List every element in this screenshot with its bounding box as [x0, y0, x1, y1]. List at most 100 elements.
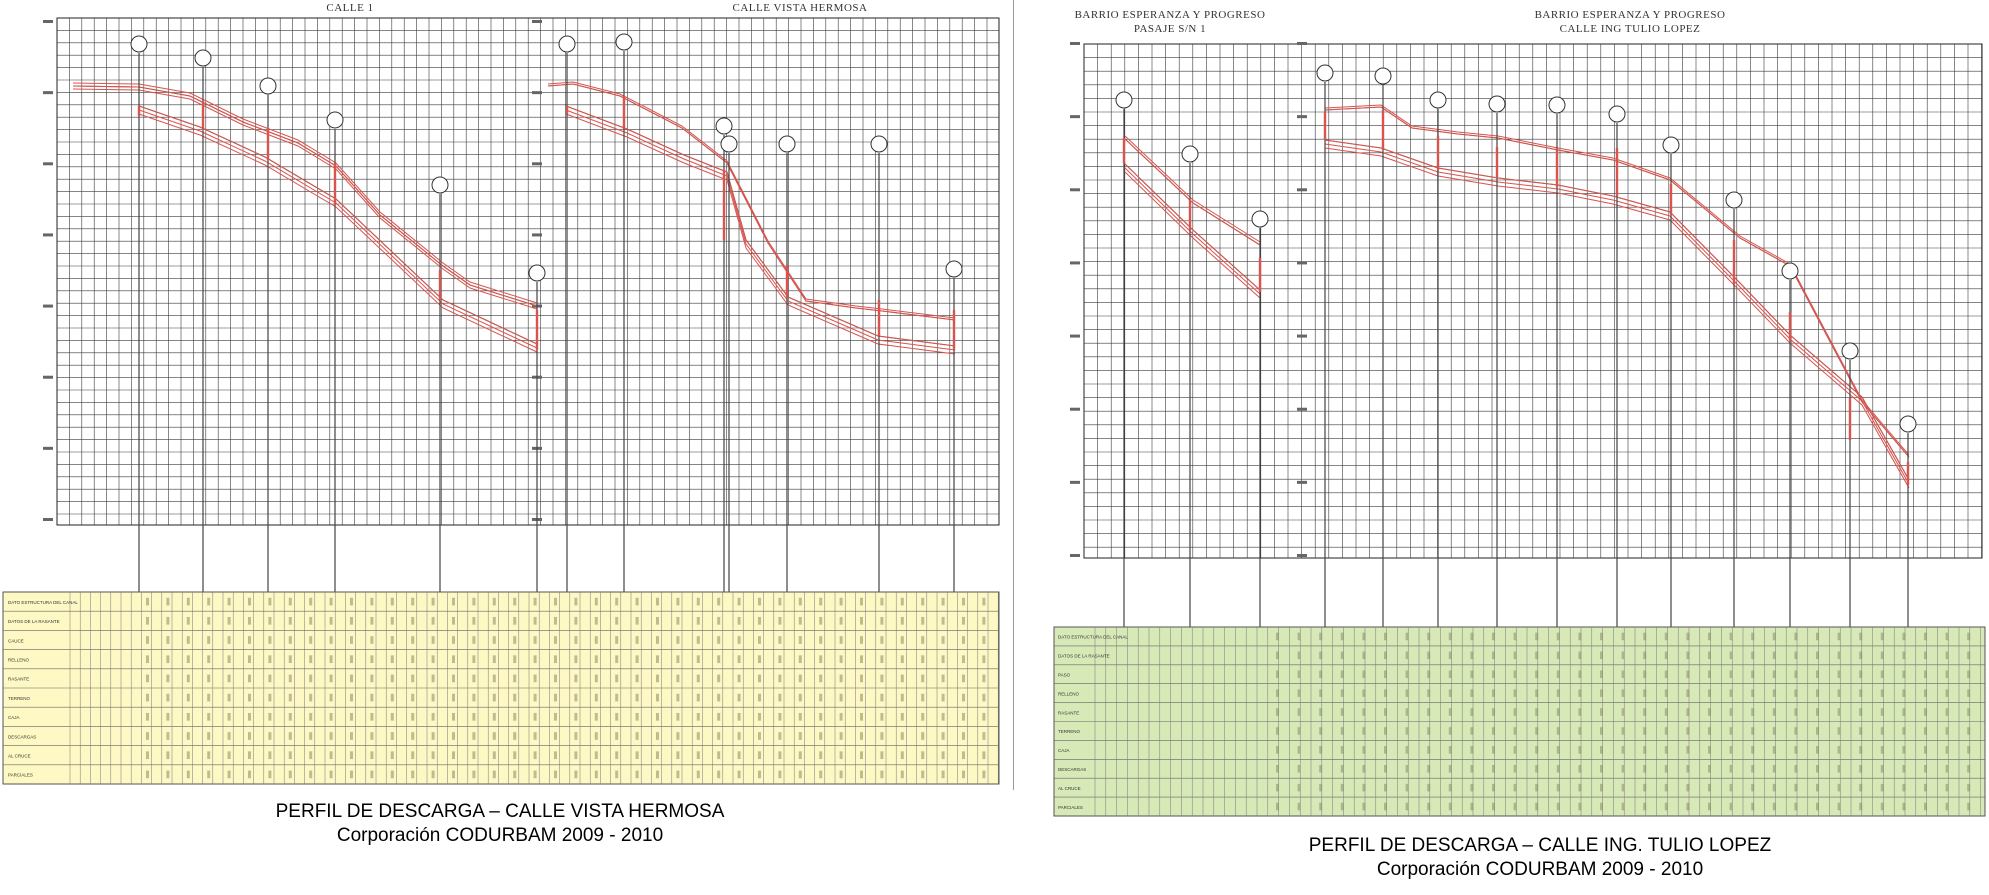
left-table-cell-text [166, 751, 170, 760]
left-table-cell-text [146, 751, 149, 760]
left-table-cell-text [737, 616, 741, 625]
left-table-cell-text [635, 636, 639, 644]
left-profile-drawing: DATO ESTRUCTURA DEL CANAL DATOS DE LA RAS… [2, 17, 1000, 785]
right-table-cell-text [1297, 802, 1301, 811]
right-table-cell-text [1729, 670, 1733, 679]
left-table-cell-text [594, 693, 598, 702]
right-table-cell-text [1470, 708, 1474, 716]
left-table-cell-text [166, 693, 170, 702]
right-manhole-icon [1725, 191, 1743, 209]
right-table-cell-text [1362, 670, 1366, 679]
left-table-cell-text [533, 655, 537, 664]
left-table-cell-text [656, 655, 659, 664]
left-table-cell-text [390, 597, 394, 606]
left-table-cell-text [329, 712, 333, 721]
left-table-cell-text [370, 674, 374, 683]
left-table-cell-text [452, 636, 455, 644]
left-table-cell-text [656, 770, 659, 779]
right-table-cell-text [1816, 802, 1819, 811]
right-table-cell-text [1492, 632, 1495, 641]
right-table-cell-text [1470, 727, 1474, 735]
left-table-cell-text [309, 751, 313, 760]
left-table-cell-text [880, 732, 884, 740]
left-table-cell-text [431, 693, 435, 702]
right-table-cell-text [1794, 802, 1798, 811]
left-table-cell-text [207, 712, 211, 721]
left-table-cell-text [288, 770, 292, 779]
left-table-cell-text [860, 597, 863, 606]
left-table-cell-text [921, 616, 925, 625]
left-table-cell-text [941, 712, 945, 721]
left-table-cell-text [839, 770, 843, 779]
left-table-cell-text [350, 712, 353, 721]
left-table-cell-text [411, 732, 415, 740]
left-table-cell-text [696, 616, 700, 625]
left-table-cell-text [227, 597, 231, 606]
left-table-cell-text [370, 770, 374, 779]
left-manhole-icon [558, 35, 576, 53]
left-table-cell-text [370, 636, 374, 644]
left-table-cell-text [860, 636, 863, 644]
left-table-cell-text [594, 674, 598, 683]
right-table-cell-text [1902, 670, 1906, 679]
right-table-cell-text [1405, 802, 1409, 811]
left-table-cell-text [574, 597, 578, 606]
left-manhole-icon [326, 111, 344, 129]
left-table-cell-text [635, 751, 639, 760]
left-table-cell-text [839, 616, 843, 625]
right-table-cell-text [1513, 689, 1517, 697]
left-table-cell-text [982, 616, 986, 625]
left-table-cell-text [615, 751, 619, 760]
right-table-cell-text [1643, 727, 1647, 735]
left-manhole-icon [945, 260, 963, 278]
left-table-cell-text [288, 693, 292, 702]
right-table-cell-text [1319, 632, 1323, 641]
right-table-cell-text [1751, 802, 1755, 811]
right-table-cell-text [1729, 783, 1733, 792]
left-table-cell-text [921, 674, 925, 683]
left-table-cell-text [921, 597, 925, 606]
left-table-cell-text [962, 712, 965, 721]
left-grid [56, 17, 999, 525]
left-table-cell-text [921, 655, 925, 664]
right-table-cell-text [1772, 632, 1776, 641]
right-table-cell-text [1600, 802, 1603, 811]
right-table-cell-text [1859, 764, 1863, 773]
left-table-cell-text [452, 732, 455, 740]
right-table-cell-text [1837, 746, 1841, 754]
left-table-cell-text [574, 693, 578, 702]
right-table-cell-text [1405, 651, 1409, 660]
right-table-cell-text [1405, 708, 1409, 716]
right-table-cell-text [1556, 651, 1560, 660]
left-table-cell-text [921, 712, 925, 721]
right-table-cell-text [1427, 802, 1431, 811]
left-table-cell-text [982, 751, 986, 760]
left-table-cell-text [819, 712, 823, 721]
right-table-cell-text [1340, 689, 1344, 697]
right-table-cell-text [1319, 651, 1323, 660]
right-manhole-icon [1781, 262, 1799, 280]
left-table-cell-text [839, 636, 843, 644]
left-table-cell-text [921, 693, 925, 702]
right-table-cell-text [1448, 802, 1452, 811]
right-table-cell-text [1556, 670, 1560, 679]
left-table-cell-text [921, 751, 925, 760]
left-table-cell-text [309, 693, 313, 702]
right-table-cell-text [1492, 670, 1495, 679]
left-table-cell-text [329, 693, 333, 702]
right-table-cell-text [1643, 746, 1647, 754]
left-table-cell-text [880, 712, 884, 721]
right-table-cell-text [1448, 783, 1452, 792]
right-table-cell-text [1340, 632, 1344, 641]
left-table-cell-text [676, 655, 680, 664]
left-table-cell-text [696, 597, 700, 606]
left-table-cell-text [717, 655, 721, 664]
right-table-cell-text [1664, 689, 1668, 697]
right-table-cell-text [1600, 783, 1603, 792]
left-elev-tick [43, 446, 53, 450]
left-table-cell-text [268, 732, 272, 740]
right-table-cell-text [1405, 746, 1409, 754]
right-table-cell-text [1362, 764, 1366, 773]
left-table-cell-text [737, 693, 741, 702]
left-table-cell-text [554, 732, 557, 740]
